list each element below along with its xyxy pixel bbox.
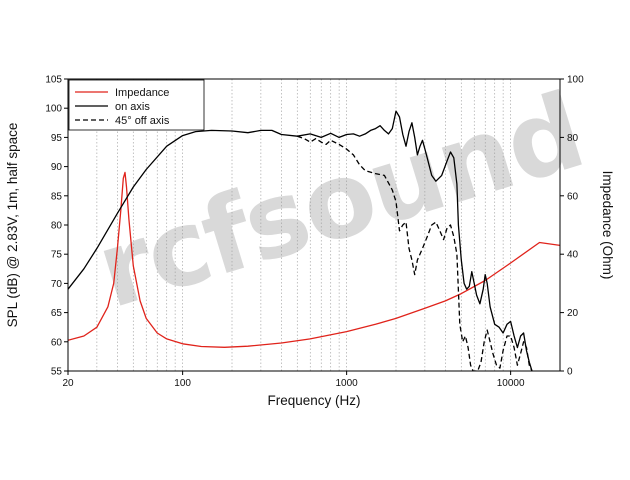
y-axis-title-left: SPL (dB) @ 2.83V, 1m, half space — [5, 123, 20, 328]
y2-tick-label: 0 — [567, 367, 573, 378]
x-tick-label: 20 — [62, 378, 74, 389]
legend-box — [68, 79, 205, 131]
legend-label: 45° off axis — [115, 115, 170, 127]
y-tick-label: 65 — [51, 308, 63, 319]
x-tick-label: 10000 — [497, 378, 525, 389]
y2-tick-label: 60 — [567, 191, 579, 202]
y-tick-label: 70 — [51, 279, 63, 290]
x-tick-label: 1000 — [336, 378, 359, 389]
axis-ticks: 20 100 1000 10000 55 60 65 70 75 80 85 90 95 100 105 0 2… — [45, 75, 584, 390]
y2-tick-label: 100 — [567, 75, 584, 86]
y2-tick-label: 40 — [567, 250, 579, 261]
y-tick-label: 100 — [45, 104, 62, 115]
series-group — [68, 110, 560, 371]
legend: Impedance on axis 45° off axis — [68, 79, 205, 131]
x-axis-title: Frequency (Hz) — [267, 393, 360, 408]
series-line-45-off-axis — [297, 135, 533, 371]
y-tick-label: 75 — [51, 250, 63, 261]
series-line-on-axis — [68, 110, 533, 371]
y-tick-label: 55 — [51, 367, 63, 378]
y-tick-label: 90 — [51, 162, 63, 173]
y2-tick-label: 20 — [567, 308, 579, 319]
y-tick-label: 95 — [51, 133, 63, 144]
x-tick-label: 100 — [174, 378, 191, 389]
legend-label: on axis — [115, 101, 150, 113]
y-axis-title-right: Impedance (Ohm) — [600, 171, 615, 280]
legend-label: Impedance — [115, 87, 169, 99]
y-tick-label: 85 — [51, 191, 63, 202]
y-tick-label: 60 — [51, 337, 63, 348]
series-line-impedance — [68, 171, 560, 348]
y-tick-label: 105 — [45, 75, 62, 86]
y2-tick-label: 80 — [567, 133, 579, 144]
y-tick-label: 80 — [51, 221, 63, 232]
